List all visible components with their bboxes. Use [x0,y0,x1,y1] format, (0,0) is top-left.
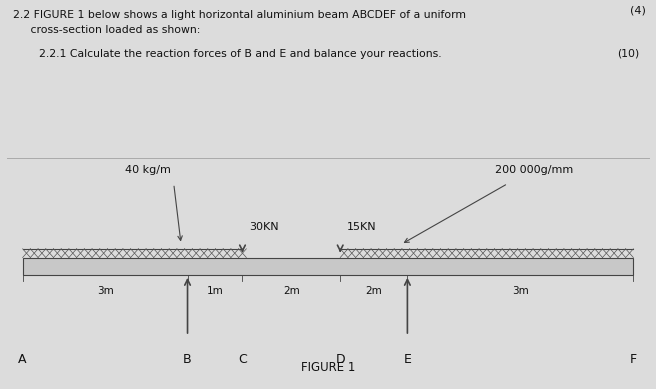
Text: 1m: 1m [207,286,224,296]
Text: A: A [18,354,27,366]
Text: FIGURE 1: FIGURE 1 [301,361,355,374]
Text: 40 kg/m: 40 kg/m [125,165,171,175]
Text: 200 000g/mm: 200 000g/mm [495,165,573,175]
Text: 3m: 3m [96,286,113,296]
Text: B: B [183,354,192,366]
Bar [22,258,633,275]
Text: (4): (4) [630,6,646,16]
Text: (10): (10) [617,49,640,59]
Text: D: D [335,354,345,366]
Text: E: E [403,354,411,366]
Text: 15KN: 15KN [346,222,377,232]
Text: 2m: 2m [365,286,382,296]
Text: 3m: 3m [512,286,529,296]
Text: 2m: 2m [283,286,300,296]
Text: F: F [630,354,637,366]
Text: cross-section loaded as shown:: cross-section loaded as shown: [13,25,201,35]
Text: 2.2 FIGURE 1 below shows a light horizontal aluminium beam ABCDEF of a uniform: 2.2 FIGURE 1 below shows a light horizon… [13,10,466,20]
Text: 30KN: 30KN [249,222,279,232]
Text: C: C [238,354,247,366]
Text: 2.2.1 Calculate the reaction forces of B and E and balance your reactions.: 2.2.1 Calculate the reaction forces of B… [39,49,442,59]
